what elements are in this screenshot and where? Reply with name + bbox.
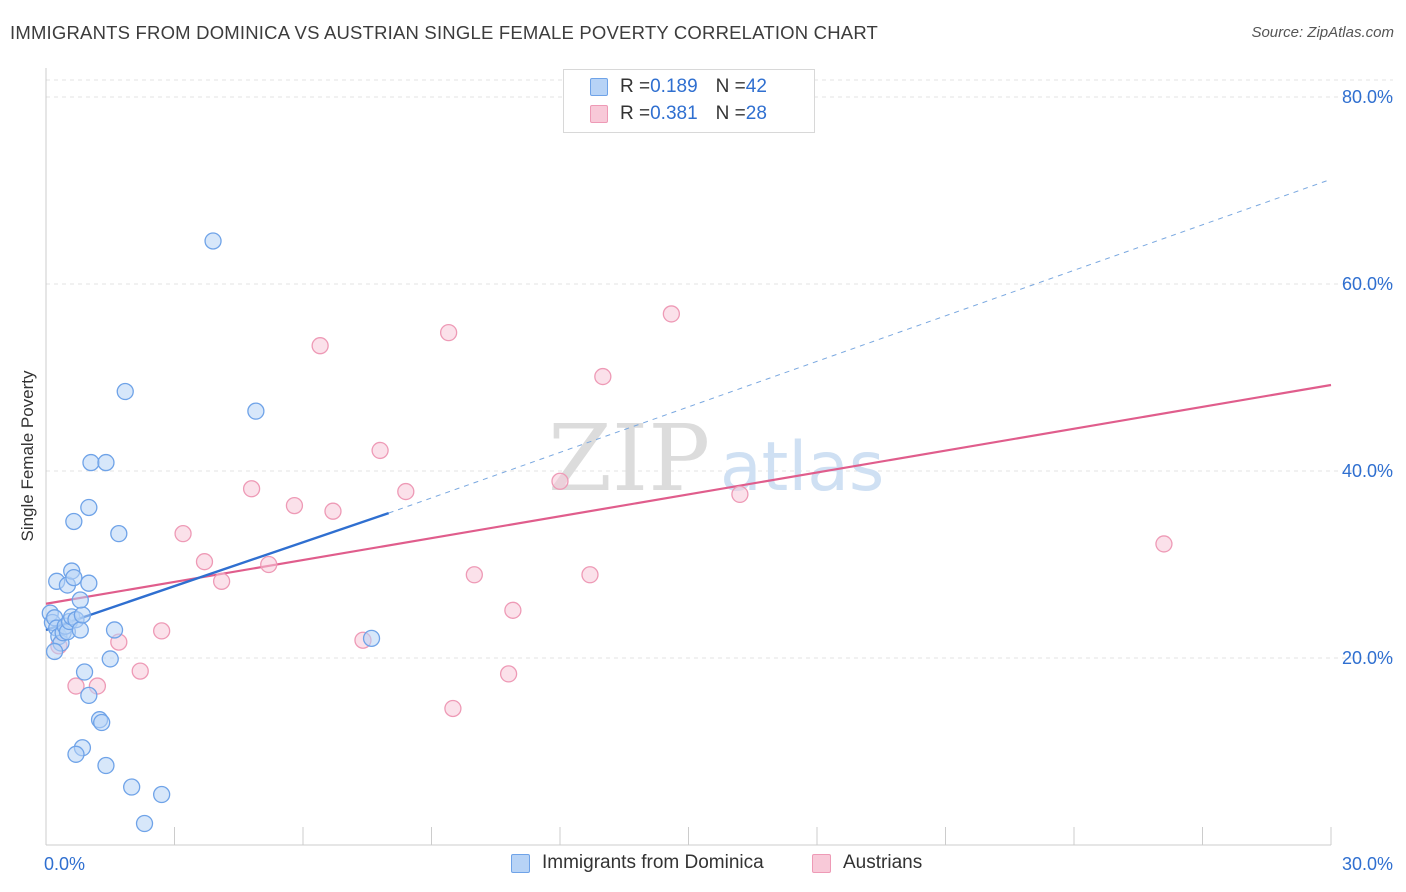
point-austrians (444, 699, 462, 718)
series-legend-dominica: Immigrants from Dominica (511, 852, 764, 874)
point-dominica (75, 663, 94, 681)
point-austrians (504, 601, 522, 619)
point-austrians (195, 553, 214, 571)
point-dominica (101, 650, 119, 668)
legend-swatch-pink (590, 105, 608, 123)
point-dominica (97, 453, 115, 472)
point-dominica (80, 498, 98, 517)
legend-n-label: N = (715, 76, 746, 97)
point-austrians (285, 496, 304, 515)
x-tick-max: 30.0% (1342, 854, 1393, 874)
legend-r-label: R = (620, 103, 651, 124)
tick-labels: 0.0% 30.0% 80.0% 60.0% 40.0% 20.0% (44, 87, 1393, 874)
point-dominica (123, 778, 141, 796)
point-austrians (260, 555, 278, 574)
point-dominica (152, 785, 171, 804)
legend-n-value: 42 (745, 76, 767, 97)
series-label-dominica: Immigrants from Dominica (542, 852, 764, 873)
legend-row-austrians: R = 0.381 N = 28 (564, 101, 767, 127)
point-dominica (93, 713, 111, 732)
legend-n-label: N = (715, 103, 746, 124)
point-dominica (45, 642, 64, 661)
point-austrians (731, 485, 749, 504)
point-austrians (594, 367, 612, 386)
point-austrians (311, 337, 329, 355)
point-dominica (362, 629, 381, 648)
trend-line-austrians (45, 383, 1332, 605)
legend-row-dominica: R = 0.189 N = 42 (564, 74, 767, 100)
x-tick-min: 0.0% (44, 854, 85, 874)
legend-r-value: 0.189 (650, 76, 698, 97)
point-dominica (65, 568, 83, 587)
y-tick-label: 80.0% (1342, 87, 1393, 107)
point-austrians (67, 677, 85, 695)
point-dominica (247, 402, 265, 420)
point-austrians (152, 622, 171, 640)
point-austrians (324, 502, 342, 520)
y-tick-label: 20.0% (1342, 648, 1393, 668)
point-dominica (67, 745, 85, 763)
point-dominica (71, 591, 89, 609)
gridlines (46, 79, 1393, 659)
legend-n-value: 28 (745, 103, 767, 124)
point-austrians (499, 665, 518, 683)
point-dominica (73, 606, 92, 624)
point-austrians (371, 441, 389, 460)
point-austrians (397, 482, 415, 501)
point-austrians (242, 480, 261, 498)
axes (45, 68, 1332, 846)
point-austrians (581, 566, 599, 584)
point-dominica (204, 232, 222, 250)
point-austrians (465, 566, 483, 584)
trend-lines (45, 178, 1332, 632)
point-dominica (135, 814, 154, 833)
trend-line-dominica (45, 511, 390, 632)
point-austrians (1155, 535, 1173, 553)
legend-swatch-blue (590, 78, 608, 96)
point-austrians (174, 524, 192, 543)
chart-title: IMMIGRANTS FROM DOMINICA VS AUSTRIAN SIN… (10, 22, 879, 43)
point-dominica (105, 621, 124, 639)
y-tick-label: 60.0% (1342, 274, 1393, 294)
source-label: Source: ZipAtlas.com (1251, 24, 1394, 41)
series-legend-austrians: Austrians (812, 852, 922, 874)
series-swatch-blue (511, 853, 530, 873)
series-swatch-pink (812, 853, 831, 873)
point-dominica (65, 512, 83, 531)
point-dominica (116, 382, 134, 401)
point-dominica (80, 574, 98, 592)
point-austrians (439, 323, 458, 342)
point-dominica (71, 621, 89, 639)
point-austrians (131, 662, 149, 680)
y-axis-label: Single Female Poverty (18, 370, 37, 542)
point-austrians (551, 472, 569, 490)
series-label-austrians: Austrians (843, 852, 923, 873)
point-austrians (212, 572, 231, 590)
data-points (41, 232, 1173, 833)
point-dominica (97, 756, 115, 775)
legend-r-label: R = (620, 76, 651, 97)
correlation-legend: R = 0.189 N = 42 R = 0.381 N = 28 (563, 69, 815, 133)
watermark: ZIP atlas (548, 405, 884, 512)
watermark-zip: ZIP (548, 405, 710, 512)
y-tick-label: 40.0% (1342, 461, 1393, 481)
point-dominica (80, 686, 98, 705)
trend-line-dominica-extension (388, 178, 1332, 514)
point-dominica (110, 524, 128, 543)
legend-r-value: 0.381 (650, 103, 698, 124)
point-dominica (82, 453, 100, 472)
point-austrians (662, 305, 681, 323)
